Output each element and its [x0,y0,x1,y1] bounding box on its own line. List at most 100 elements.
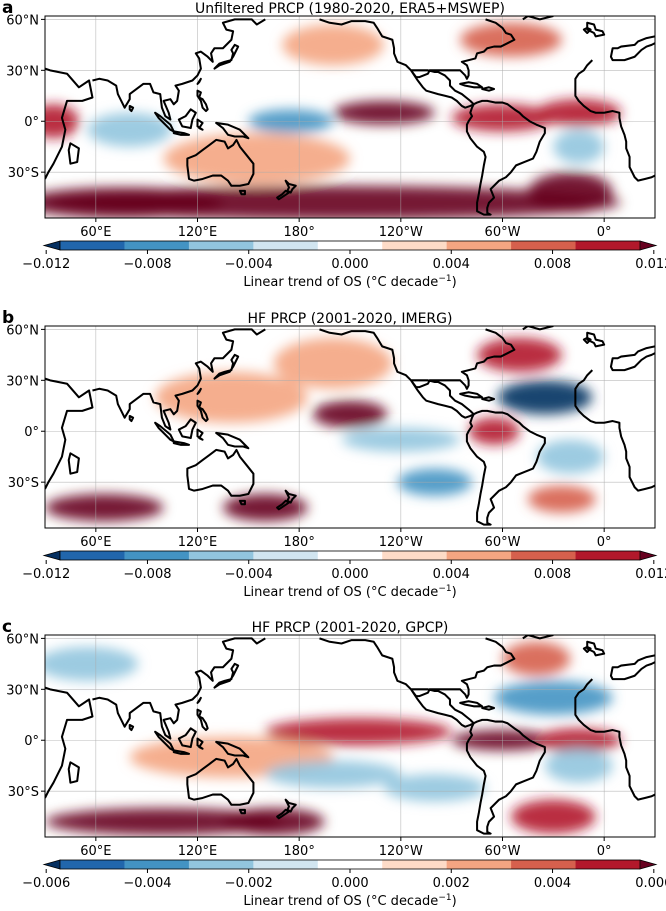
colorbar-segment [253,241,319,250]
colorbar-tick-label: −0.012 [22,567,70,582]
panel-label: a [2,0,13,18]
colorbar-tick-label: 0.000 [331,567,368,582]
anomaly-cell [45,808,283,836]
colorbar-segment [511,860,577,869]
anomaly-cell [45,494,164,522]
anomaly-cell [45,187,223,218]
colorbar-segment [511,241,577,250]
map-frame [44,325,656,529]
colorbar-segment [60,860,125,869]
anomaly-cell [502,641,571,676]
lon-tick-label: 120°W [379,844,423,859]
lon-tick-label: 180° [284,844,315,859]
anomaly-cell [163,133,350,185]
panel-title: Unfiltered PRCP (1980-2020, ERA5+MSWEP) [195,1,505,17]
gridlines [45,635,655,837]
colorbar-segment [382,241,448,250]
colorbar-tick-label: 0.000 [331,257,368,272]
lon-tick-label: 120°E [178,535,218,550]
colorbar-extend-min [42,550,61,561]
map-frame [44,15,656,219]
colorbar: −0.012 −0.008 −0.004 0.000 0.004 0.008 0.012 Li… [22,550,666,600]
anomaly-cell [45,646,139,681]
colorbar-extend-min [42,240,61,251]
colorbar-tick-label: 0.008 [534,567,571,582]
lon-tick-label: 120°E [178,225,218,240]
lat-tick-label: 30°N [6,374,39,389]
anomaly-cell [536,439,605,474]
colorbar-tick-label: 0.004 [433,257,470,272]
lon-tick-label: 60°E [80,225,111,240]
colorbar-tick-label: −0.008 [123,257,171,272]
colorbar-extend-max [639,550,658,561]
colorbar-segment [446,551,512,560]
colorbar-segment [124,551,190,560]
anomaly-cell [383,774,486,802]
anomaly-field [45,22,622,218]
colorbar-tick-label: −0.012 [22,257,70,272]
colorbar-tick-label: 0.012 [635,567,666,582]
colorbar-label: Linear trend of OS (°C decade−1) [243,274,456,290]
panel-title: HF PRCP (2001-2020, GPCP) [252,620,449,636]
panel-a: a Unfiltered PRCP (1980-2020, ERA5+MSWEP)… [2,0,666,290]
anomaly-cell [494,680,613,715]
anomaly-cell [510,799,596,834]
lon-tick-label: 60°E [80,844,111,859]
anomaly-cell [527,485,596,513]
anomaly-cell [265,760,401,788]
panel-label: b [2,308,14,328]
anomaly-cell [536,99,622,127]
colorbar-segment [60,551,125,560]
colorbar-label: Linear trend of OS (°C decade−1) [243,584,456,600]
map-area [45,635,655,837]
colorbar-tick-label: 0.012 [635,257,666,272]
lon-tick-label: 60°W [485,535,521,550]
colorbar-extend-max [639,859,658,870]
anomaly-cell [477,337,562,372]
panel-title: HF PRCP (2001-2020, IMERG) [248,311,453,327]
gridlines [45,16,655,218]
anomaly-cell [273,337,393,389]
lon-tick-label: 0° [597,225,612,240]
colorbar-tick-label: 0.008 [534,257,571,272]
anomaly-cell [155,371,308,423]
colorbar-extend-min [42,859,61,870]
lon-tick-label: 60°W [485,844,521,859]
anomaly-cell [265,718,452,746]
colorbar-segment [317,551,383,560]
lat-tick-label: 30°N [6,683,39,698]
anomaly-cell [553,129,605,164]
colorbar-segment [317,860,383,869]
colorbar-tick-label: 0.002 [433,876,470,891]
colorbar-tick-label: −0.006 [22,876,70,891]
lat-tick-label: 30°S [8,166,39,181]
lat-tick-label: 60°N [6,13,39,28]
colorbar-tick-label: −0.004 [225,567,273,582]
lat-tick-label: 0° [24,425,39,440]
anomaly-cell [333,100,435,125]
map-frame [44,634,656,838]
anomaly-cell [497,380,593,415]
lat-tick-label: 30°S [8,785,39,800]
panel-label: c [2,617,12,637]
lat-tick-label: 0° [24,115,39,130]
panel-c: c HF PRCP (2001-2020, GPCP) 60°N 30°N 0° 30°S… [2,617,666,909]
anomaly-cell [460,22,562,57]
colorbar-segment [575,551,641,560]
lon-tick-label: 60°E [80,535,111,550]
colorbar-segment [253,860,319,869]
colorbar-extend-max [639,240,658,251]
anomaly-cell [312,400,388,428]
colorbar-segment [446,241,512,250]
colorbar-segment [382,860,448,869]
lon-tick-label: 180° [284,535,315,550]
colorbar-tick-label: 0.000 [331,876,368,891]
colorbar: −0.012 −0.008 −0.004 0.000 0.004 0.008 0.012 Li… [22,240,666,290]
colorbar-segment [575,860,641,869]
lat-tick-label: 60°N [6,632,39,647]
anomaly-cell [222,494,308,522]
anomaly-cell [282,24,384,66]
anomaly-cell [527,172,613,213]
lon-tick-label: 180° [284,225,315,240]
